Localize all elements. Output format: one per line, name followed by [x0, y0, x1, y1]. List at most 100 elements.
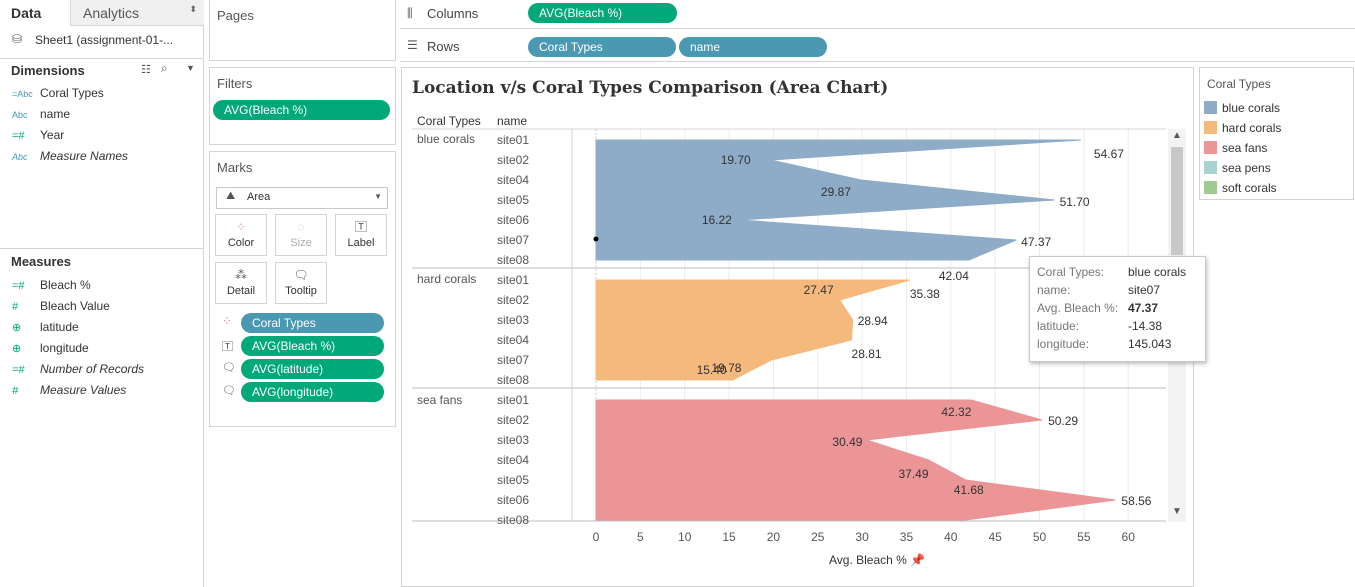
- button-label: Color: [227, 237, 255, 249]
- tooltip-icon: 🗨: [293, 268, 309, 282]
- data-label: 19.70: [721, 153, 751, 167]
- mark-type-dropdown[interactable]: ⛰ Area ▼: [216, 187, 388, 209]
- color-icon: ⁘: [235, 220, 247, 234]
- field-label: longitude: [40, 341, 89, 355]
- dimension-year[interactable]: =# Year: [12, 128, 64, 142]
- data-label: 28.94: [858, 314, 888, 328]
- marks-pill-avg-latitude[interactable]: AVG(latitude): [241, 359, 384, 379]
- data-pane: [0, 0, 204, 587]
- row-site-label: site04: [497, 453, 529, 467]
- label-button[interactable]: 🅃 Label: [335, 214, 387, 256]
- measure-bleach-pct[interactable]: =# Bleach %: [12, 278, 91, 292]
- x-tick-label: 20: [767, 530, 781, 544]
- tab-analytics[interactable]: Analytics ⬍: [70, 0, 204, 26]
- scroll-up-icon[interactable]: ▲: [1172, 130, 1182, 141]
- data-label: 37.49: [899, 467, 929, 481]
- data-label: 54.67: [1094, 147, 1124, 161]
- data-label: 30.49: [832, 435, 862, 449]
- rows-pill-coral-types[interactable]: Coral Types: [528, 37, 676, 57]
- row-site-label: site01: [497, 273, 529, 287]
- x-tick-label: 0: [593, 530, 600, 544]
- header-name: name: [497, 114, 528, 128]
- field-label: Measure Names: [40, 149, 129, 163]
- area-series-sea-fans: [595, 399, 1116, 521]
- tab-data[interactable]: Data: [0, 0, 70, 26]
- row-site-label: site07: [497, 233, 529, 247]
- data-label: 51.70: [1060, 195, 1090, 209]
- row-site-label: site02: [497, 413, 529, 427]
- marks-pill-avg-longitude[interactable]: AVG(longitude): [241, 382, 384, 402]
- detail-button[interactable]: ⁂ Detail: [215, 262, 267, 304]
- row-header-hard-corals: hard corals: [417, 272, 477, 286]
- scroll-thumb[interactable]: [1171, 147, 1183, 255]
- data-label: 42.04: [939, 269, 969, 283]
- detail-icon: ⁂: [235, 268, 247, 282]
- chevron-down-icon: ▼: [374, 192, 382, 201]
- legend-swatch-hard-corals: [1204, 121, 1217, 134]
- row-site-label: site08: [497, 253, 529, 267]
- color-icon: ⁘: [222, 314, 233, 328]
- measure-number-of-records[interactable]: =# Number of Records: [12, 362, 144, 376]
- area-icon: ⛰: [226, 190, 236, 202]
- rows-pill-name[interactable]: name: [679, 37, 827, 57]
- measures-title: Measures: [11, 254, 71, 269]
- row-site-label: site04: [497, 173, 529, 187]
- row-site-label: site01: [497, 393, 529, 407]
- tooltip-button[interactable]: 🗨 Tooltip: [275, 262, 327, 304]
- size-button[interactable]: ◌ Size: [275, 214, 327, 256]
- x-tick-label: 55: [1077, 530, 1091, 544]
- measure-measure-values[interactable]: # Measure Values: [12, 383, 126, 397]
- tooltip-key: latitude:: [1037, 319, 1080, 333]
- tooltip-value: site07: [1128, 283, 1161, 297]
- data-label: 41.68: [954, 483, 984, 497]
- filter-pill-avg-bleach[interactable]: AVG(Bleach %): [213, 100, 390, 120]
- string-icon: Abc: [12, 110, 28, 120]
- columns-shelf[interactable]: ⫼ Columns: [400, 0, 1355, 29]
- button-label: Size: [290, 237, 312, 249]
- row-site-label: site07: [497, 353, 529, 367]
- measure-latitude[interactable]: ⊕ latitude: [12, 320, 79, 334]
- marks-title: Marks: [217, 160, 253, 175]
- row-site-label: site02: [497, 293, 529, 307]
- tab-menu-icon[interactable]: ⬍: [189, 4, 197, 14]
- pin-icon[interactable]: 📌: [910, 553, 926, 567]
- dimension-name[interactable]: Abc name: [12, 107, 70, 121]
- marks-pill-coral-types[interactable]: Coral Types: [241, 313, 384, 333]
- legend-item-sea-fans[interactable]: sea fans: [1222, 141, 1268, 155]
- dimensions-menu-icon[interactable]: ▼: [186, 63, 195, 73]
- marks-pill-avg-bleach[interactable]: AVG(Bleach %): [241, 336, 384, 356]
- field-label: Coral Types: [40, 86, 104, 100]
- columns-icon: ⫼: [407, 6, 413, 20]
- columns-pill-avg-bleach[interactable]: AVG(Bleach %): [528, 3, 677, 23]
- legend-item-hard-corals[interactable]: hard corals: [1222, 121, 1282, 135]
- legend-item-soft-corals[interactable]: soft corals: [1222, 181, 1277, 195]
- color-button[interactable]: ⁘ Color: [215, 214, 267, 256]
- search-icon[interactable]: ⌕: [161, 61, 168, 75]
- pages-card[interactable]: Pages: [209, 0, 396, 61]
- legend-item-sea-pens[interactable]: sea pens: [1222, 161, 1271, 175]
- tooltip-key: longitude:: [1037, 337, 1090, 351]
- dimension-measure-names[interactable]: Abc Measure Names: [12, 149, 128, 163]
- tooltip-icon: 🗨: [222, 362, 236, 374]
- measure-longitude[interactable]: ⊕ longitude: [12, 341, 89, 355]
- datasource-item[interactable]: ⛁ Sheet1 (assignment-01-...: [10, 32, 200, 48]
- legend-item-blue-corals[interactable]: blue corals: [1222, 101, 1281, 115]
- globe-icon: ⊕: [12, 343, 22, 355]
- data-label: 35.38: [910, 287, 940, 301]
- view-toggle-icon[interactable]: ☷: [141, 64, 151, 76]
- tooltip-value: blue corals: [1128, 265, 1187, 279]
- scroll-down-icon[interactable]: ▼: [1172, 506, 1182, 517]
- rows-icon: ☰: [407, 38, 418, 52]
- label-icon: 🅃: [354, 220, 367, 234]
- row-site-label: site06: [497, 213, 529, 227]
- rows-label: Rows: [427, 39, 460, 54]
- tooltip-value: -14.38: [1128, 319, 1163, 333]
- tooltip-popup: [1029, 256, 1206, 362]
- row-site-label: site05: [497, 473, 529, 487]
- measure-bleach-value[interactable]: # Bleach Value: [12, 299, 110, 313]
- rows-shelf[interactable]: ☰ Rows: [400, 33, 1355, 62]
- area-mark: [595, 139, 1081, 261]
- data-label: 28.81: [852, 347, 882, 361]
- dimension-coral-types[interactable]: =Abc Coral Types: [12, 86, 104, 100]
